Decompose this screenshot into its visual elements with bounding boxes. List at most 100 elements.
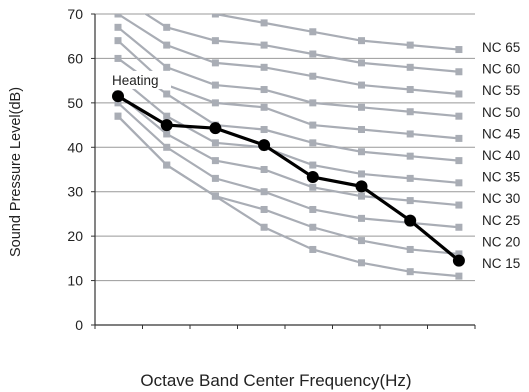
- nc-point: [309, 139, 317, 147]
- heating-point: [452, 254, 465, 267]
- nc-point: [309, 161, 317, 169]
- annotation-background: [109, 71, 171, 89]
- nc-point: [114, 37, 122, 45]
- nc-label: NC 65: [482, 40, 520, 55]
- nc-point: [260, 223, 268, 231]
- nc-point: [406, 63, 414, 71]
- heating-point: [112, 90, 124, 103]
- nc-point: [406, 41, 414, 49]
- nc-point: [455, 46, 463, 54]
- grid-lines: [95, 13, 475, 282]
- nc-label: NC 60: [482, 62, 520, 77]
- nc-label: NC 45: [482, 126, 520, 141]
- nc-point: [260, 126, 268, 134]
- nc-point: [455, 90, 463, 98]
- nc-point: [358, 148, 365, 156]
- y-tick-label: 30: [67, 184, 83, 200]
- nc-point: [260, 63, 268, 71]
- nc-point: [455, 68, 463, 76]
- nc-point: [358, 259, 365, 267]
- nc-point: [211, 14, 219, 18]
- nc-label: NC 25: [482, 213, 520, 228]
- nc-label: NC 30: [482, 191, 520, 206]
- nc-point: [260, 86, 268, 94]
- y-tick-label: 70: [67, 6, 83, 22]
- nc-point: [114, 23, 122, 31]
- nc-point: [455, 272, 463, 280]
- nc-label: NC 35: [482, 170, 520, 185]
- nc-point: [358, 214, 365, 222]
- nc-point: [455, 250, 463, 258]
- heating-point: [355, 180, 368, 193]
- heating-annotation: Heating: [112, 73, 159, 88]
- nc-point: [358, 237, 365, 245]
- nc-point: [406, 174, 414, 182]
- nc-curve-line: [117, 75, 459, 184]
- nc-point: [211, 139, 219, 147]
- nc-point: [455, 157, 463, 165]
- nc-point: [163, 23, 171, 31]
- nc-point: [260, 19, 268, 27]
- nc-point: [358, 126, 365, 134]
- nc-point: [114, 99, 122, 107]
- nc-curve-line: [117, 102, 459, 229]
- nc-point: [211, 59, 219, 67]
- nc-point: [309, 99, 317, 107]
- nc-point: [163, 130, 171, 138]
- y-tick-label: 50: [67, 95, 83, 111]
- nc-point: [406, 130, 414, 138]
- nc-point: [455, 223, 463, 231]
- nc-point: [211, 99, 219, 107]
- y-tick-label: 40: [67, 139, 83, 155]
- nc-curves: [109, 14, 463, 280]
- nc-point: [309, 121, 317, 129]
- nc-point: [211, 37, 219, 45]
- nc-point: [406, 245, 414, 253]
- y-tick-label: 20: [67, 228, 83, 244]
- nc-point: [406, 152, 414, 160]
- nc-curve-line: [117, 57, 459, 162]
- y-tick-labels: 0 10 20 30 40 50 60 70: [67, 6, 83, 333]
- heating-point: [306, 171, 319, 184]
- y-tick-label: 0: [75, 317, 83, 333]
- nc-point: [163, 143, 171, 151]
- nc-curve-line: [117, 39, 459, 140]
- nc-point: [455, 112, 463, 120]
- nc-point: [114, 112, 122, 120]
- nc-point: [406, 268, 414, 276]
- nc-point: [309, 223, 317, 231]
- nc-point: [260, 205, 268, 213]
- nc-point: [211, 192, 219, 200]
- heating-line: [117, 94, 460, 262]
- nc-point: [260, 41, 268, 49]
- nc-point: [406, 197, 414, 205]
- nc-label: NC 55: [482, 83, 520, 98]
- nc-point: [211, 81, 219, 89]
- nc-point: [163, 90, 171, 98]
- nc-label: NC 15: [482, 256, 520, 271]
- y-tick-label: 10: [67, 273, 83, 289]
- nc-curve-line: [117, 93, 459, 207]
- nc-point: [358, 170, 365, 178]
- nc-point: [114, 54, 122, 62]
- nc-point: [358, 103, 365, 111]
- nc-point: [358, 59, 365, 67]
- nc-curve-line: [143, 14, 459, 73]
- nc-point: [309, 72, 317, 80]
- nc-point: [309, 28, 317, 36]
- nc-point: [163, 112, 171, 120]
- nc-point: [358, 192, 365, 200]
- nc-point: [358, 81, 365, 89]
- nc-point: [309, 183, 317, 191]
- heating-point: [209, 122, 222, 135]
- nc-point: [309, 50, 317, 58]
- nc-point: [309, 205, 317, 213]
- nc-labels: NC 65 NC 60 NC 55 NC 50 NC 45 NC 40 NC 35 NC 30…: [482, 40, 520, 271]
- nc-point: [406, 86, 414, 94]
- nc-point: [309, 245, 317, 253]
- heating-point: [258, 139, 271, 152]
- nc-label: NC 20: [482, 234, 520, 249]
- nc-point: [455, 179, 463, 187]
- nc-point: [260, 166, 268, 173]
- nc-point: [163, 161, 171, 169]
